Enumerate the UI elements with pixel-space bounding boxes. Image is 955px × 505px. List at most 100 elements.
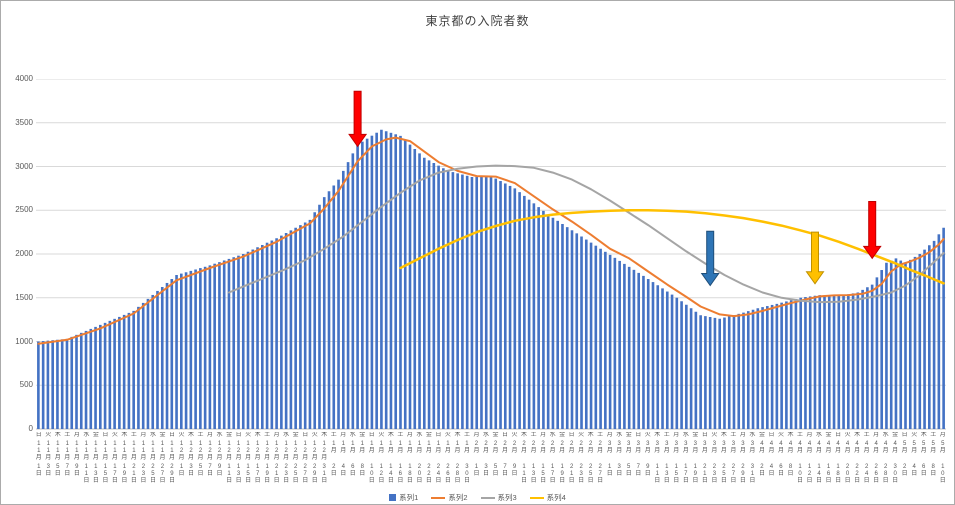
- bar: [928, 245, 931, 429]
- bar: [513, 188, 517, 429]
- bar: [275, 238, 278, 429]
- bar: [899, 260, 903, 429]
- bar: [365, 138, 369, 429]
- arrow-annotation: [862, 201, 882, 260]
- bar: [766, 306, 769, 429]
- bar: [480, 176, 483, 429]
- bar: [718, 318, 721, 429]
- bar: [194, 269, 197, 429]
- bar: [923, 249, 926, 430]
- bar: [294, 227, 297, 429]
- bar: [218, 262, 221, 429]
- bar: [332, 185, 336, 429]
- bar: [870, 284, 874, 430]
- legend-label: 系列4: [546, 493, 566, 502]
- bar: [394, 134, 398, 430]
- bar: [637, 272, 641, 429]
- bar: [785, 301, 788, 429]
- bar: [708, 317, 712, 429]
- bar: [132, 310, 135, 430]
- bar: [604, 251, 607, 429]
- bar: [685, 304, 688, 429]
- bar: [880, 270, 883, 429]
- bar: [551, 217, 555, 429]
- bar: [89, 328, 93, 429]
- bar: [265, 242, 269, 429]
- bar: [875, 277, 879, 429]
- bar: [904, 262, 907, 429]
- bar: [251, 249, 255, 429]
- arrow-annotation: [700, 230, 720, 287]
- bar: [413, 149, 417, 429]
- bar: [589, 242, 593, 430]
- bar: [361, 141, 364, 429]
- bar: [518, 192, 521, 429]
- bar: [160, 286, 164, 429]
- bar: [527, 199, 531, 429]
- bar: [41, 341, 45, 429]
- arrow-annotation: [348, 90, 368, 148]
- bar: [408, 144, 412, 430]
- legend-item: 系列1: [388, 492, 420, 503]
- bar: [165, 282, 169, 429]
- bar: [675, 297, 679, 429]
- bar: [532, 203, 536, 429]
- bar: [203, 266, 207, 429]
- bar: [799, 297, 802, 429]
- bar: [751, 309, 755, 429]
- line-series-3: [228, 164, 945, 304]
- y-tick-label: 1000: [15, 336, 33, 346]
- bar: [823, 295, 826, 429]
- bar: [856, 292, 860, 429]
- bar: [156, 290, 159, 429]
- bar: [599, 248, 602, 429]
- bar: [618, 260, 621, 429]
- bar: [837, 296, 841, 429]
- bar: [775, 303, 779, 430]
- bar: [866, 287, 869, 429]
- bar: [94, 326, 97, 429]
- bar: [842, 295, 845, 430]
- bar: [446, 170, 450, 430]
- y-tick-label: 2500: [15, 205, 33, 215]
- legend-item: 系列2: [430, 492, 469, 503]
- bar: [665, 291, 669, 429]
- bar: [561, 223, 564, 429]
- bar: [594, 245, 598, 429]
- bar: [465, 175, 469, 429]
- bar: [584, 239, 588, 429]
- bar: [475, 176, 479, 429]
- line-series-4: [399, 209, 945, 285]
- bar: [246, 251, 250, 429]
